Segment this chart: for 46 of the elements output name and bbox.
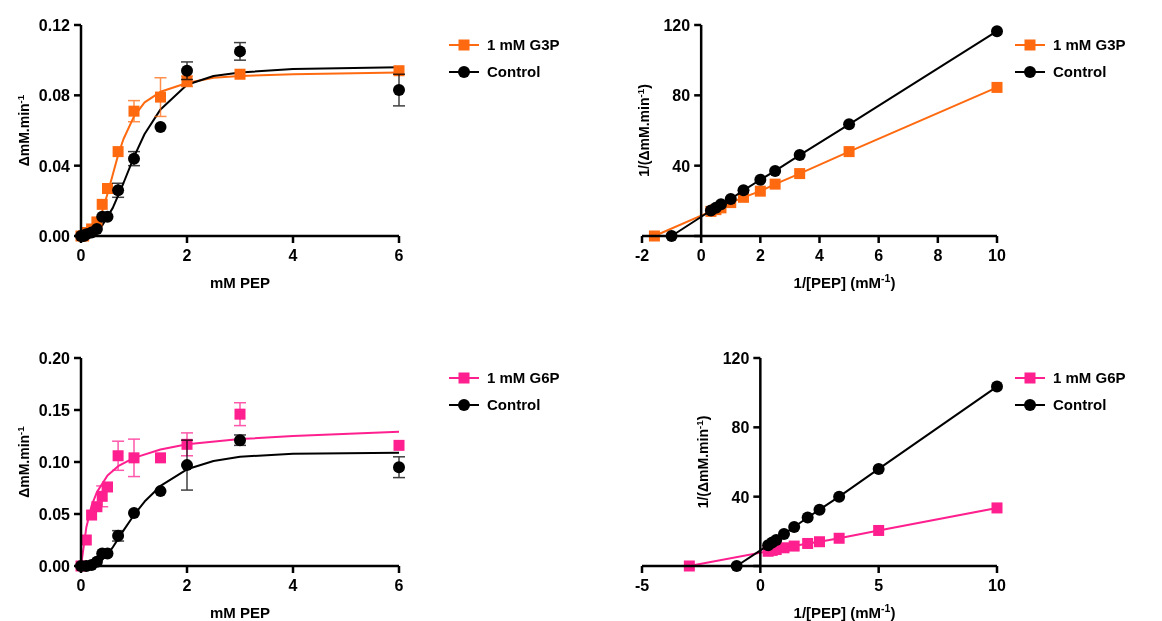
x-axis-title: mM PEP [209,604,271,621]
y-tick-label: 0.10 [38,454,71,471]
x-tick-label: -5 [634,577,650,594]
y-tick-label: 120 [663,17,691,34]
x-axis-title: mM PEP [209,274,271,291]
x-tick-label: 0 [755,577,765,594]
legend-label: Control [1053,63,1107,80]
x-axis-title: 1/[PEP] (mM$^{-1}$) [793,602,896,621]
x-tick-label: 2 [755,247,765,264]
x-tick-label: 6 [394,577,404,594]
y-tick-label: 0.05 [38,506,71,523]
y-tick-label: 0.20 [38,350,71,367]
x-tick-label: 10 [988,247,1006,264]
y-tick-label: 80 [672,87,691,105]
x-tick-label: 0 [696,247,706,264]
y-tick-label: 0.15 [38,402,71,419]
y-tick-label: 120 [722,350,750,367]
y-tick-label: 80 [731,419,750,437]
y-tick-label: 0.12 [38,17,71,34]
legend-label: 1 mM G6P [1053,369,1126,386]
x-tick-label: 0 [76,247,86,264]
x-tick-label: 6 [394,247,404,264]
x-tick-label: 0 [76,577,86,594]
x-tick-label: 10 [988,577,1006,594]
legend-label: 1 mM G6P [487,369,560,386]
y-tick-label: 40 [731,488,750,506]
y-tick-label: 0.04 [38,157,71,175]
legend-label: Control [487,63,541,80]
x-tick-label: 6 [874,247,884,264]
legend-label: 1 mM G3P [487,36,560,53]
x-tick-label: 2 [182,247,192,264]
y-tick-label: 0.00 [38,228,71,245]
legend-label: 1 mM G3P [1053,36,1126,53]
y-tick-label: 0.08 [38,87,71,105]
x-tick-label: -2 [634,247,650,264]
y-tick-label: 40 [672,157,691,175]
x-tick-label: 5 [874,577,884,594]
x-tick-label: 8 [933,247,943,264]
legend-label: Control [1053,396,1107,413]
x-axis-title: 1/[PEP] (mM$^{-1}$) [793,272,896,291]
x-tick-label: 4 [288,577,298,594]
x-tick-label: 4 [815,247,825,264]
legend-label: Control [487,396,541,413]
x-tick-label: 4 [288,247,298,264]
x-tick-label: 2 [182,577,192,594]
y-tick-label: 0.00 [38,558,71,575]
